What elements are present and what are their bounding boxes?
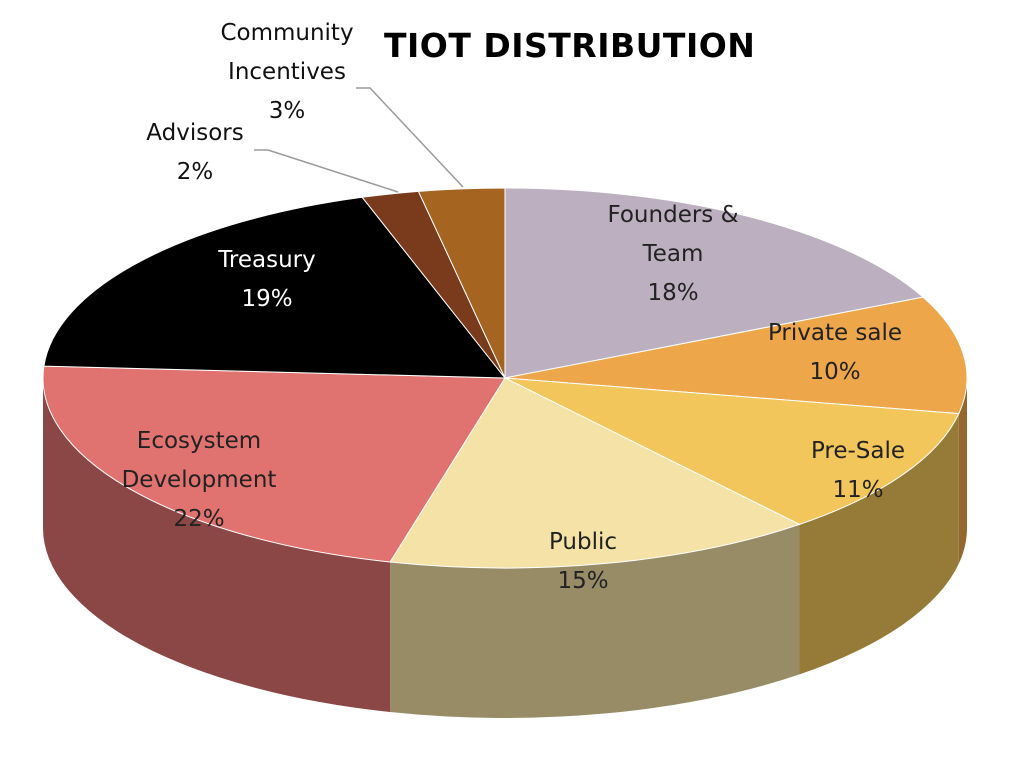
slice-percent: 22%: [173, 506, 224, 532]
slice-3: [504, 377, 960, 525]
slice-percent: 2%: [177, 159, 214, 185]
slice-2: [504, 296, 968, 415]
slice-8: [417, 187, 506, 379]
leader-line-8: [356, 87, 464, 188]
pie-side-walls: [43, 378, 967, 719]
slice-percent: 15%: [557, 568, 608, 594]
pie-top-faces: [42, 187, 968, 569]
slice-side-4: [390, 524, 800, 719]
slice-name-line: Treasury: [217, 247, 316, 273]
slice-name-line: Team: [642, 241, 704, 267]
slice-name-line: Public: [549, 529, 617, 555]
slice-name-line: Advisors: [146, 120, 243, 146]
slice-4: [389, 377, 801, 569]
slice-label-5: Ecosystem Development 22%: [122, 428, 277, 532]
slice-side-3: [799, 413, 959, 675]
slice-label-1: Founders & Team 18%: [607, 202, 738, 306]
slice-side-2: [958, 378, 967, 564]
slice-percent: 11%: [832, 477, 883, 503]
slice-name-line: Pre-Sale: [811, 438, 905, 464]
slice-name-line: Development: [122, 467, 277, 493]
slice-label-2: Private sale 10%: [768, 320, 902, 385]
slice-side-5: [43, 378, 391, 713]
slice-label-4: Public 15%: [549, 529, 617, 594]
slice-name-line: Private sale: [768, 320, 902, 346]
slice-name-line: Founders &: [607, 202, 738, 228]
slice-percent: 10%: [809, 359, 860, 385]
slice-percent: 18%: [647, 280, 698, 306]
slice-label-8: Community Incentives 3%: [220, 20, 353, 124]
slice-label-6: Treasury 19%: [217, 247, 316, 312]
leader-line-7: [254, 149, 399, 193]
slice-percent: 19%: [241, 286, 292, 312]
chart-title: TIOT DISTRIBUTION: [384, 26, 756, 65]
slice-labels: Founders & Team 18% Private sale 10% Pre-Sale…: [122, 20, 905, 594]
leader-lines: [254, 87, 464, 193]
slice-6: [43, 196, 507, 379]
slice-percent: 3%: [269, 98, 306, 124]
slice-name-line: Incentives: [228, 59, 346, 85]
slice-label-3: Pre-Sale 11%: [811, 438, 905, 503]
slice-1: [504, 187, 925, 379]
slice-name-line: Ecosystem: [137, 428, 261, 454]
slice-label-7: Advisors 2%: [146, 120, 243, 185]
slice-5: [42, 365, 506, 563]
slice-name-line: Community: [220, 20, 353, 46]
